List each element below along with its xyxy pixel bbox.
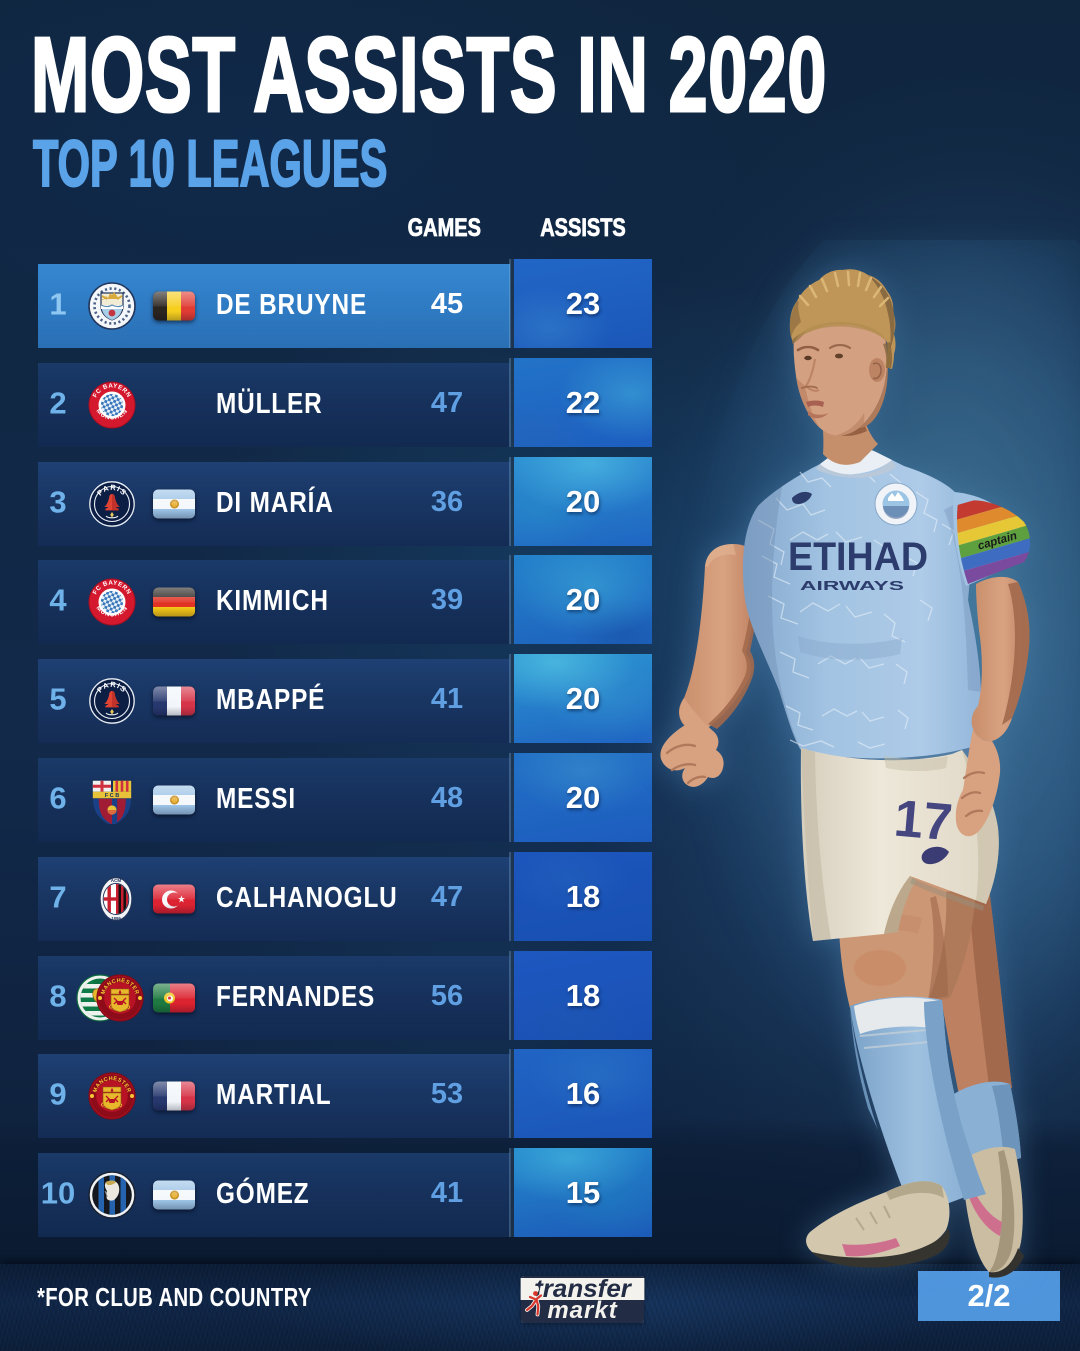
svg-text:PARIS: PARIS [95,680,129,695]
svg-text:AIRWAYS: AIRWAYS [800,578,905,593]
svg-text:SCP: SCP [94,980,106,986]
svg-text:F C B: F C B [105,793,120,799]
svg-text:ETIHAD: ETIHAD [788,535,928,579]
svg-text:1899: 1899 [111,916,121,921]
svg-text:PARIS: PARIS [95,483,129,498]
svg-text:17: 17 [892,790,955,853]
svg-text:ACM: ACM [111,878,122,883]
